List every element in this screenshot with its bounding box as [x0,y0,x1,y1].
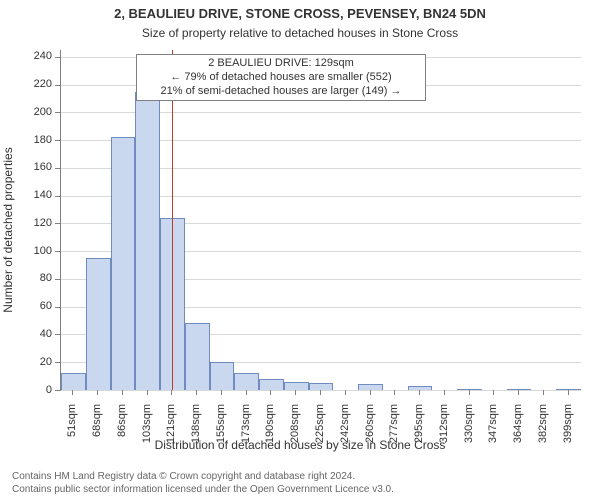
xtick-label: 260sqm [364,404,376,500]
ytick-label: 20 [22,356,52,368]
ytick-mark [55,196,60,197]
histogram-bar [284,382,309,390]
ytick-label: 180 [22,134,52,146]
xtick-mark [122,390,123,395]
xtick-mark [295,390,296,395]
xtick-label: 242sqm [339,404,351,500]
xtick-label: 155sqm [215,404,227,500]
xtick-label: 68sqm [91,404,103,500]
xtick-mark [518,390,519,395]
xtick-label: 208sqm [289,404,301,500]
xtick-mark [196,390,197,395]
ytick-mark [55,362,60,363]
xtick-mark [568,390,569,395]
plot-area: 2 BEAULIEU DRIVE: 129sqm← 79% of detache… [60,50,581,391]
ytick-label: 60 [22,300,52,312]
xtick-label: 347sqm [487,404,499,500]
xtick-label: 138sqm [190,404,202,500]
histogram-bar [86,258,111,390]
histogram-bar [61,373,86,390]
ytick-label: 160 [22,161,52,173]
xtick-label: 121sqm [165,404,177,500]
ytick-label: 120 [22,217,52,229]
ytick-label: 220 [22,78,52,90]
xtick-mark [394,390,395,395]
ytick-mark [55,112,60,113]
histogram-bar [457,389,482,390]
ytick-mark [55,390,60,391]
y-axis-label: Number of detached properties [1,147,15,312]
histogram-bar [135,92,160,390]
ytick-label: 140 [22,189,52,201]
xtick-label: 364sqm [512,404,524,500]
annotation-line: 2 BEAULIEU DRIVE: 129sqm [141,57,421,71]
xtick-mark [221,390,222,395]
xtick-mark [370,390,371,395]
histogram-bar [234,373,259,390]
xtick-label: 86sqm [116,404,128,500]
ytick-mark [55,334,60,335]
xtick-label: 330sqm [463,404,475,500]
xtick-label: 190sqm [264,404,276,500]
xtick-label: 312sqm [438,404,450,500]
histogram-bar [185,323,210,390]
xtick-mark [345,390,346,395]
ytick-mark [55,168,60,169]
ytick-label: 200 [22,106,52,118]
xtick-mark [171,390,172,395]
xtick-label: 277sqm [388,404,400,500]
histogram-bar [210,362,235,390]
xtick-mark [543,390,544,395]
annotation-line: 21% of semi-detached houses are larger (… [141,85,421,99]
histogram-bar [556,389,581,390]
xtick-mark [270,390,271,395]
xtick-mark [419,390,420,395]
xtick-mark [72,390,73,395]
histogram-bar [309,383,334,390]
ytick-mark [55,57,60,58]
ytick-label: 240 [22,50,52,62]
xtick-label: 382sqm [537,404,549,500]
xtick-label: 103sqm [141,404,153,500]
chart-title-sub: Size of property relative to detached ho… [0,26,600,40]
gridline [61,390,581,391]
xtick-label: 51sqm [66,404,78,500]
xtick-mark [246,390,247,395]
xtick-mark [320,390,321,395]
xtick-label: 295sqm [413,404,425,500]
ytick-mark [55,223,60,224]
histogram-bar [358,384,383,390]
ytick-mark [55,251,60,252]
ytick-label: 40 [22,328,52,340]
histogram-bar [111,137,136,390]
ytick-mark [55,140,60,141]
xtick-label: 399sqm [562,404,574,500]
xtick-mark [444,390,445,395]
xtick-mark [97,390,98,395]
histogram-bar [259,379,284,390]
ytick-mark [55,85,60,86]
annotation-line: ← 79% of detached houses are smaller (55… [141,71,421,85]
ytick-label: 100 [22,245,52,257]
ytick-label: 0 [22,384,52,396]
ytick-mark [55,279,60,280]
chart-title-main: 2, BEAULIEU DRIVE, STONE CROSS, PEVENSEY… [0,6,600,21]
annotation-box: 2 BEAULIEU DRIVE: 129sqm← 79% of detache… [136,54,426,101]
ytick-mark [55,307,60,308]
xtick-mark [493,390,494,395]
ytick-label: 80 [22,272,52,284]
xtick-mark [147,390,148,395]
xtick-label: 173sqm [240,404,252,500]
xtick-mark [469,390,470,395]
xtick-label: 225sqm [314,404,326,500]
